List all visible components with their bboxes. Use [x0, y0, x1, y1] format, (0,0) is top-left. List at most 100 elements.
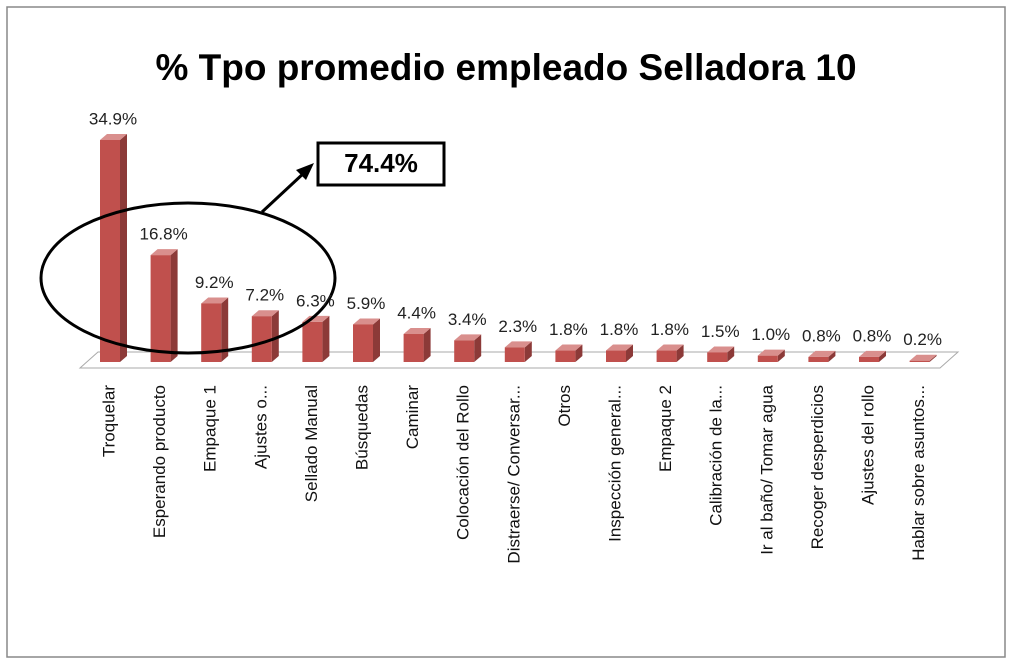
- bar-side: [575, 344, 583, 362]
- x-tick-label: Búsquedas: [352, 385, 371, 470]
- bar: [707, 346, 735, 362]
- chart-title: % Tpo promedio empleado Selladora 10: [155, 47, 856, 88]
- bar: [100, 134, 127, 362]
- bar-side: [221, 297, 229, 362]
- bar-side: [271, 310, 279, 362]
- bar-front: [555, 350, 576, 362]
- bar-side: [322, 315, 330, 362]
- x-tick-label: Empaque 1: [201, 385, 220, 472]
- x-tick-label: Distraerse/ Conversar...: [504, 385, 523, 564]
- annotation: 74.4%: [344, 148, 418, 178]
- bar-front: [302, 321, 323, 362]
- bar-front: [100, 140, 120, 362]
- x-tick-label: Otros: [555, 385, 574, 427]
- bar-front: [403, 334, 424, 362]
- bar-top: [251, 310, 279, 317]
- bar-top: [100, 134, 127, 140]
- bar: [251, 310, 279, 362]
- x-tick-label: Hablar sobre asuntos...: [909, 385, 928, 561]
- x-tick-label: Calibración de la...: [707, 385, 726, 526]
- value-label: 6.3%: [296, 291, 335, 310]
- x-tick-label: Ir al baño/ Tomar agua: [757, 384, 776, 554]
- bar: [353, 318, 380, 362]
- bar-front: [859, 356, 879, 362]
- x-tick-label: Ajustes o...: [251, 385, 270, 469]
- bar-top: [555, 344, 583, 351]
- bar-front: [504, 347, 525, 362]
- value-label: 7.2%: [245, 286, 284, 305]
- value-label: 16.8%: [139, 225, 187, 244]
- bar-front: [251, 316, 272, 362]
- bar-side: [474, 334, 482, 362]
- x-tick-label: Caminar: [403, 385, 422, 450]
- bar-front: [454, 340, 475, 362]
- x-tick-label: Recoger desperdicios: [808, 385, 827, 549]
- bar-top: [353, 318, 380, 325]
- bar-top: [909, 354, 937, 361]
- bar-top: [656, 344, 684, 351]
- bar-side: [727, 346, 735, 362]
- bar-top: [757, 349, 785, 356]
- bar-top: [859, 350, 886, 357]
- value-label: 34.9%: [89, 109, 137, 128]
- value-label: 0.8%: [853, 326, 892, 345]
- bar: [606, 344, 633, 362]
- x-tick-label: Esperando producto: [150, 385, 169, 538]
- x-tick-label: Troquelar: [99, 385, 118, 457]
- bar-side: [676, 344, 684, 362]
- bar-top: [606, 344, 633, 351]
- x-tick-label: Inspección general...: [605, 385, 624, 542]
- bar: [150, 249, 178, 362]
- highlight-ellipse: [39, 201, 337, 355]
- bar-front: [201, 303, 222, 362]
- bar-front: [808, 356, 829, 362]
- bar: [909, 354, 937, 362]
- bar: [656, 344, 684, 362]
- bar: [808, 350, 836, 362]
- bar-top: [403, 328, 431, 335]
- bar-top: [201, 297, 229, 304]
- bar-side: [879, 350, 886, 362]
- value-label: 0.8%: [802, 326, 841, 345]
- bar-front: [150, 255, 171, 362]
- bar-front: [707, 352, 728, 362]
- bar-side: [626, 344, 633, 362]
- value-label: 1.8%: [650, 320, 689, 339]
- value-label: 1.8%: [600, 320, 639, 339]
- bar: [403, 328, 431, 362]
- bar-side: [524, 341, 532, 362]
- bar-side: [828, 350, 836, 362]
- value-label: 0.2%: [903, 330, 942, 349]
- bar-front: [757, 355, 778, 362]
- bar-front: [353, 324, 373, 362]
- value-label: 1.0%: [751, 325, 790, 344]
- value-label: 3.4%: [448, 310, 487, 329]
- bar: [201, 297, 229, 362]
- x-tick-label: Ajustes del rollo: [858, 385, 877, 505]
- bar: [454, 334, 482, 362]
- value-label: 4.4%: [397, 303, 436, 322]
- bar: [555, 344, 583, 362]
- x-tick-label: Sellado Manual: [302, 385, 321, 502]
- bar-side: [929, 354, 937, 362]
- arrow-head: [296, 163, 314, 180]
- bar-front: [909, 360, 930, 362]
- bar-side: [423, 328, 431, 362]
- bar: [504, 341, 532, 362]
- bar-side: [777, 349, 785, 362]
- annotation-box: [316, 141, 446, 187]
- value-label: 5.9%: [347, 294, 386, 313]
- bar-top: [707, 346, 735, 353]
- bar: [859, 350, 886, 362]
- value-label: 1.8%: [549, 320, 588, 339]
- bars: [100, 134, 937, 362]
- bar-front: [606, 350, 626, 362]
- value-label: 9.2%: [195, 273, 234, 292]
- bar-top: [150, 249, 178, 256]
- bar: [757, 349, 785, 362]
- x-tick-label: Empaque 2: [656, 385, 675, 472]
- bar: [302, 315, 330, 362]
- bar-side: [120, 134, 127, 362]
